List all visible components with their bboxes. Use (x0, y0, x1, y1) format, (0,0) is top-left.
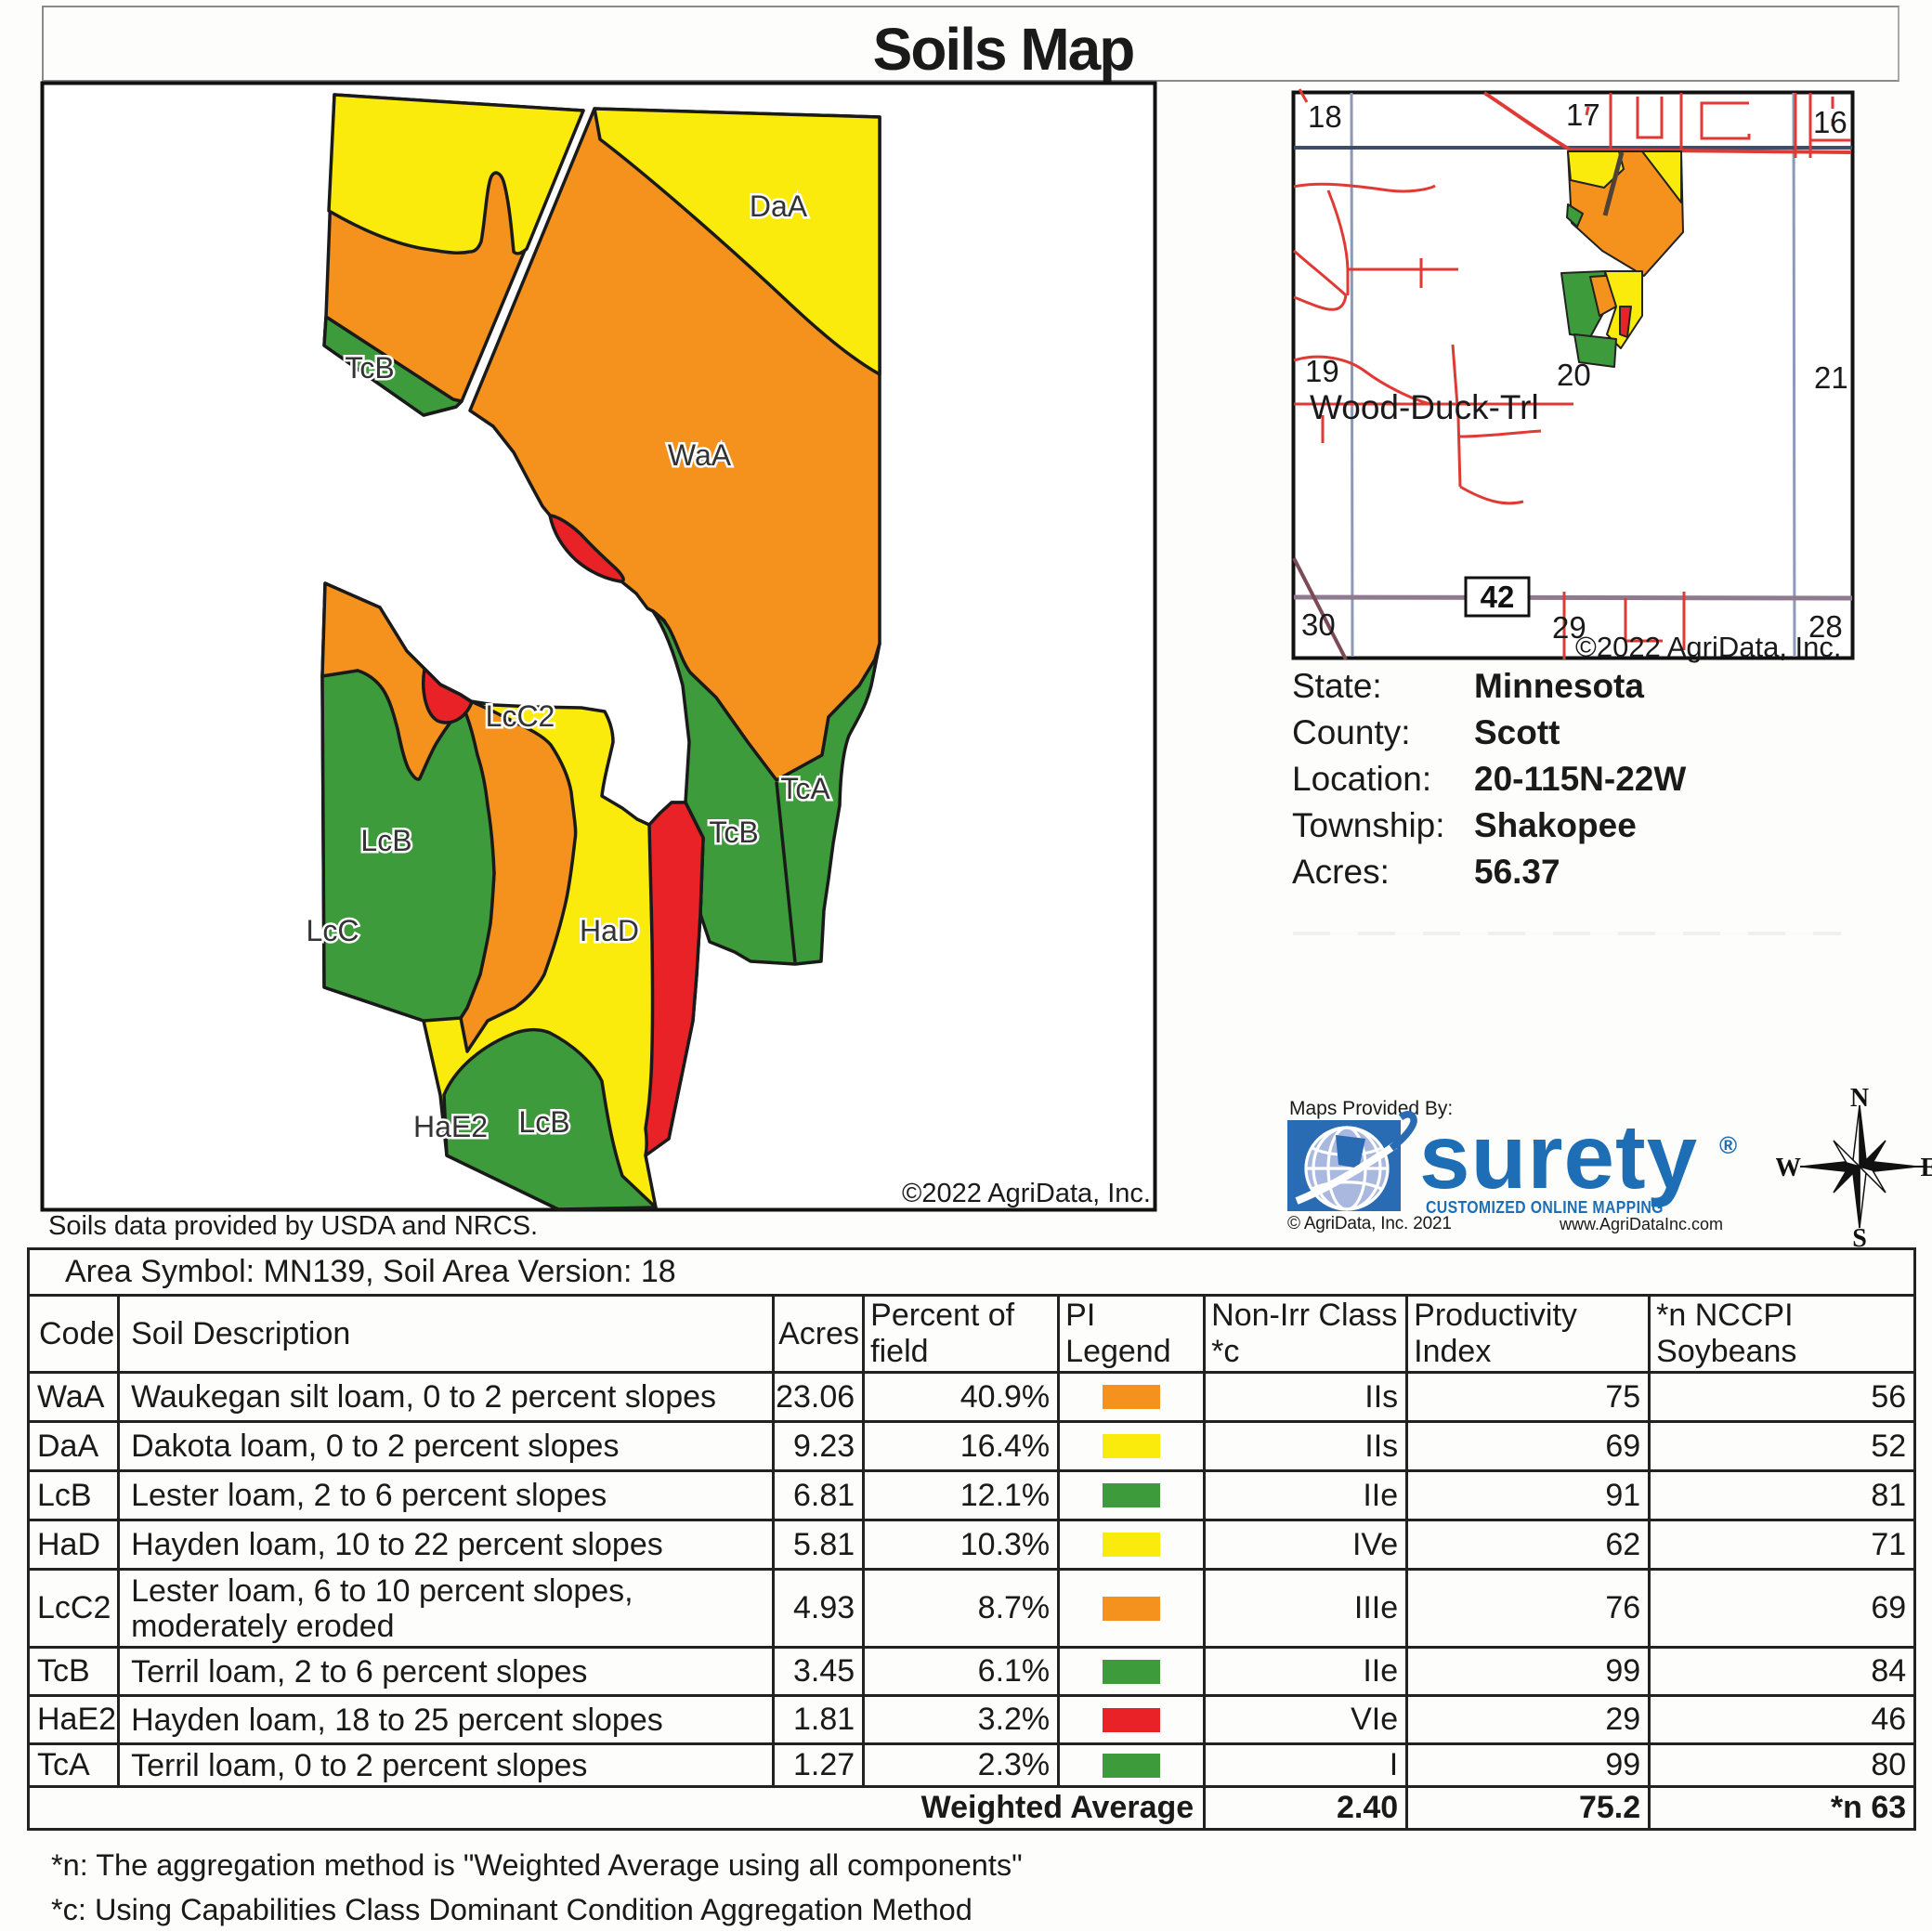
svg-text:HaE2: HaE2 (413, 1110, 488, 1143)
svg-text:W: W (1776, 1154, 1801, 1182)
svg-text:S: S (1852, 1224, 1867, 1252)
svg-text:WaA: WaA (668, 438, 732, 472)
svg-text:19: 19 (1305, 354, 1339, 388)
svg-text:TcB: TcB (345, 351, 394, 385)
svg-text:28: 28 (1808, 609, 1843, 644)
svg-text:©2022 AgriData, Inc.: ©2022 AgriData, Inc. (1575, 631, 1842, 663)
svg-text:LcB: LcB (518, 1105, 569, 1139)
svg-text:30: 30 (1301, 607, 1336, 642)
svg-text:29: 29 (1552, 610, 1586, 645)
svg-text:17: 17 (1566, 98, 1600, 132)
svg-text:HaD: HaD (580, 914, 639, 947)
svg-text:LcC: LcC (307, 914, 359, 947)
svg-text:LcC2: LcC2 (486, 699, 555, 733)
svg-text:N: N (1850, 1085, 1869, 1113)
svg-text:20: 20 (1557, 358, 1591, 392)
svg-text:E: E (1921, 1154, 1932, 1182)
svg-text:21: 21 (1814, 360, 1848, 395)
svg-text:TcB: TcB (709, 815, 758, 849)
svg-text:DaA: DaA (750, 189, 808, 223)
svg-text:18: 18 (1308, 99, 1342, 134)
svg-text:16: 16 (1813, 105, 1847, 139)
svg-text:LcB: LcB (360, 824, 411, 857)
svg-text:TcA: TcA (780, 772, 830, 805)
svg-text:Wood-Duck-Trl: Wood-Duck-Trl (1310, 388, 1539, 426)
svg-text:42: 42 (1481, 580, 1515, 614)
svg-text:©2022 AgriData, Inc.: ©2022 AgriData, Inc. (902, 1179, 1151, 1208)
